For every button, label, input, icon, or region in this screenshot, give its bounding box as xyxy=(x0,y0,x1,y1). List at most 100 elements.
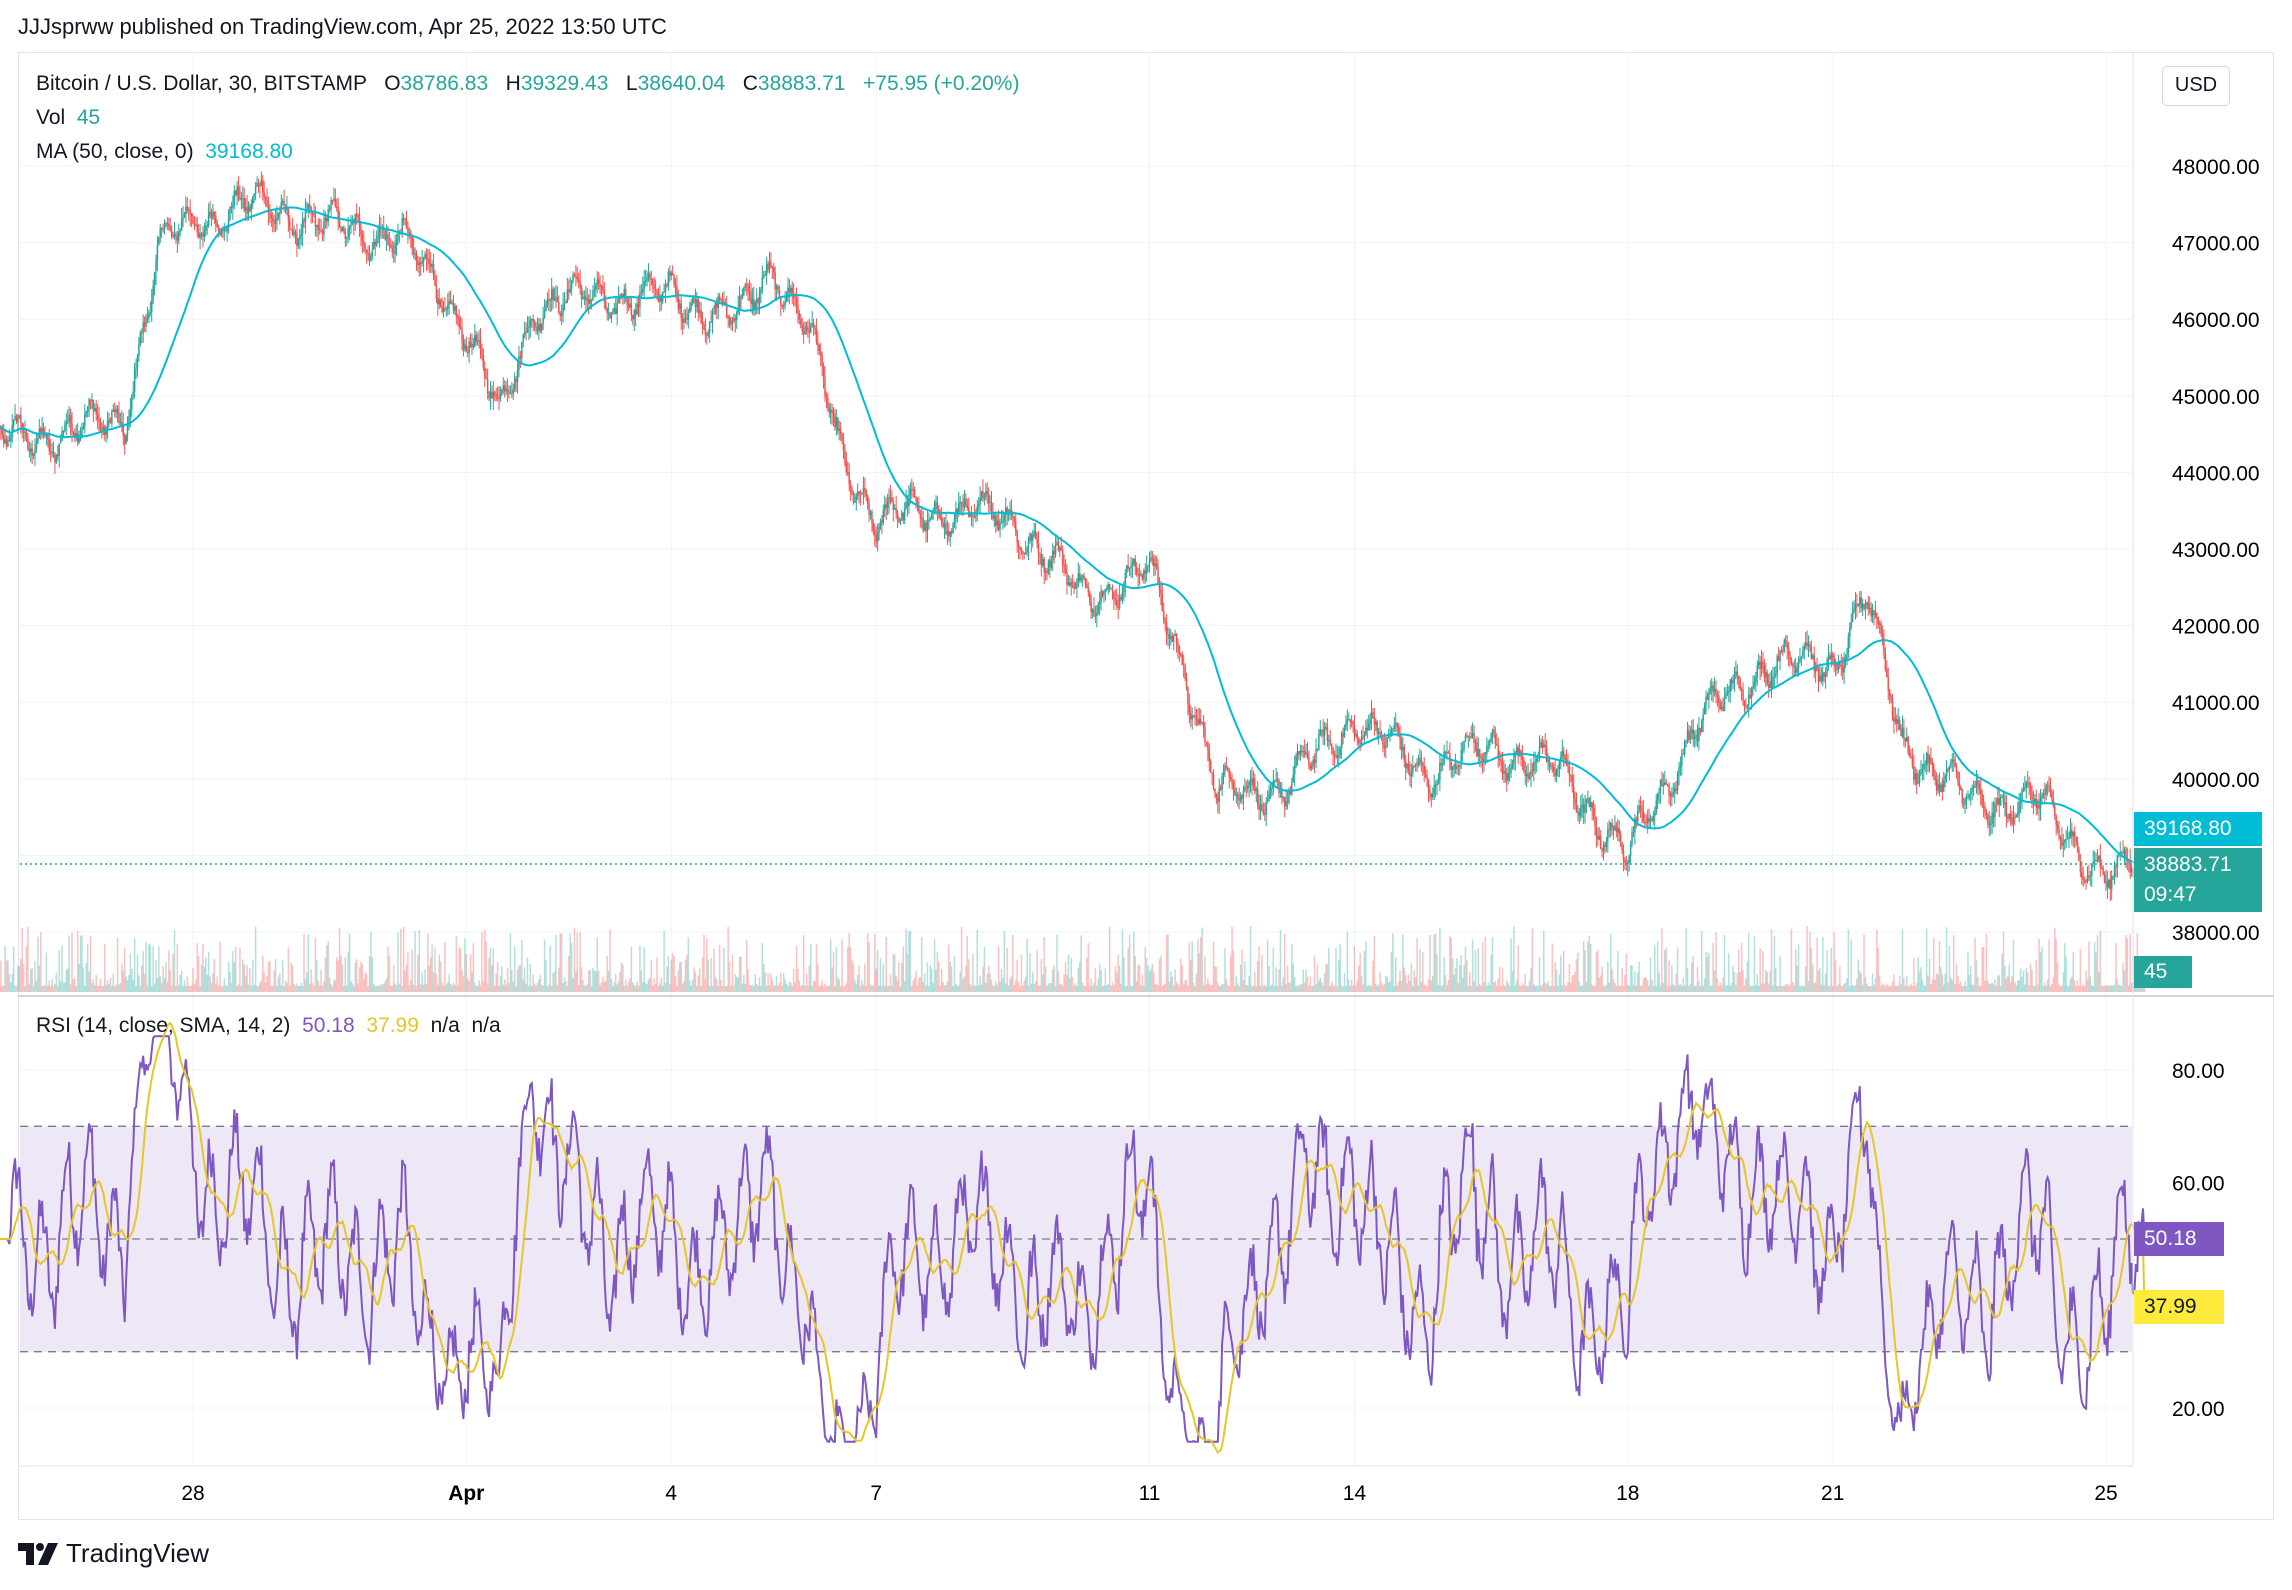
candle-body xyxy=(296,234,298,246)
volume-bar xyxy=(1997,976,1999,992)
volume-bar xyxy=(445,984,448,992)
candle-body xyxy=(1262,809,1265,814)
candle-body xyxy=(993,515,996,519)
candle-body xyxy=(1066,572,1068,585)
volume-bar xyxy=(1756,974,1759,992)
volume-bar xyxy=(1961,986,1963,992)
candle-body xyxy=(116,408,119,414)
ma-legend[interactable]: MA (50, close, 0) 39168.80 xyxy=(36,140,293,164)
candle-body xyxy=(1646,818,1649,824)
volume-bar xyxy=(1525,985,1528,992)
volume-bar xyxy=(2105,985,2107,992)
volume-bar xyxy=(763,963,765,992)
candle-body xyxy=(522,334,524,342)
candle-body xyxy=(841,433,843,441)
volume-bar xyxy=(41,985,43,992)
volume-bar xyxy=(437,984,439,992)
price-tick-label: 40000.00 xyxy=(2172,769,2260,792)
price-tick-label: 38000.00 xyxy=(2172,922,2260,945)
candle-body xyxy=(1061,549,1064,566)
volume-bar xyxy=(330,983,332,992)
candle-body xyxy=(407,228,409,233)
volume-bar xyxy=(1070,957,1072,992)
volume-bar xyxy=(454,984,456,992)
volume-bar xyxy=(1760,983,1763,992)
candle-body xyxy=(448,300,450,305)
volume-bar xyxy=(175,985,177,992)
volume-bar xyxy=(136,954,139,992)
candle-body xyxy=(1486,746,1488,755)
candle-body xyxy=(1338,755,1340,758)
volume-bar xyxy=(696,985,698,992)
volume-bar xyxy=(412,985,415,992)
volume-bar xyxy=(75,985,78,992)
candle-body xyxy=(1877,616,1880,625)
candle-body xyxy=(825,395,828,399)
candle-body xyxy=(1077,573,1080,582)
volume-bar xyxy=(465,953,468,992)
volume-bar xyxy=(1635,985,1638,992)
volume-bar xyxy=(1605,984,1608,992)
volume-bar xyxy=(328,977,331,992)
volume-bar xyxy=(2012,940,2015,992)
volume-bar xyxy=(193,983,196,992)
volume-bar xyxy=(1688,985,1690,992)
volume-bar xyxy=(1311,985,1313,992)
tradingview-logo[interactable]: TradingView xyxy=(18,1538,209,1569)
volume-bar xyxy=(280,985,282,992)
volume-bar xyxy=(2015,985,2018,992)
volume-bar xyxy=(1712,943,1714,992)
volume-bar xyxy=(1676,947,1679,992)
candle-body xyxy=(1849,627,1851,637)
candle-body xyxy=(1746,706,1749,708)
candle-body xyxy=(1016,530,1018,543)
candle-body xyxy=(831,410,833,413)
volume-bar xyxy=(774,985,776,992)
candle-body xyxy=(1627,862,1629,864)
volume-bar xyxy=(2123,969,2126,992)
volume-bar xyxy=(745,940,748,992)
rsi-legend[interactable]: RSI (14, close, SMA, 14, 2) 50.18 37.99 … xyxy=(36,1014,501,1038)
candle-body xyxy=(1720,706,1723,709)
candle-body xyxy=(1940,784,1942,792)
candle-body xyxy=(2123,849,2126,854)
volume-bar xyxy=(1488,985,1491,992)
candle-body xyxy=(529,319,532,326)
volume-bar xyxy=(347,951,349,992)
volume-bar xyxy=(595,971,597,992)
volume-bar xyxy=(61,946,63,992)
volume-legend[interactable]: Vol 45 xyxy=(36,106,100,130)
volume-bar xyxy=(735,976,738,992)
ma-line xyxy=(0,206,2145,868)
volume-bar xyxy=(839,985,842,992)
price-tick-label: 42000.00 xyxy=(2172,616,2260,639)
candle-body xyxy=(1968,794,1971,798)
candle-body xyxy=(1767,684,1770,689)
volume-bar xyxy=(952,985,954,992)
candle-body xyxy=(1029,534,1031,542)
volume-bar xyxy=(1923,984,1925,992)
volume-bar xyxy=(424,969,426,992)
candle-body xyxy=(462,339,465,350)
candle-body xyxy=(2112,876,2114,878)
symbol-label[interactable]: Bitcoin / U.S. Dollar, 30, BITSTAMP xyxy=(36,72,367,95)
candle-body xyxy=(540,323,543,331)
candle-body xyxy=(1755,677,1757,683)
volume-bar xyxy=(14,985,16,992)
volume-bar xyxy=(233,962,236,992)
volume-bar xyxy=(31,968,33,992)
candle-body xyxy=(1784,639,1787,643)
volume-bar xyxy=(1158,958,1161,992)
candle-body xyxy=(1454,764,1457,770)
candle-body xyxy=(985,491,987,497)
volume-bar xyxy=(603,981,606,992)
volume-bar xyxy=(627,981,630,992)
volume-bar xyxy=(671,953,674,992)
candle-body xyxy=(139,332,142,344)
volume-bar xyxy=(1746,961,1749,992)
candle-body xyxy=(1339,748,1341,756)
currency-button[interactable]: USD xyxy=(2162,66,2230,106)
candle-body xyxy=(896,513,899,518)
candle-body xyxy=(293,232,295,236)
